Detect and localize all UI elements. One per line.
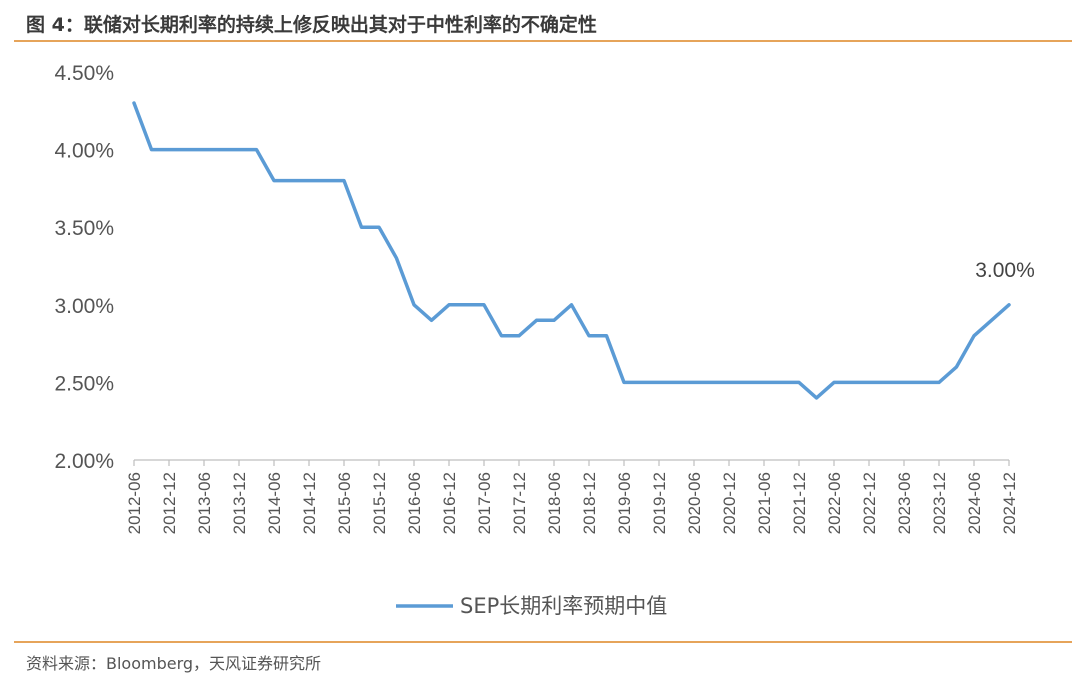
x-tick-label: 2020-12 (720, 472, 739, 534)
y-tick-label: 4.50% (54, 62, 114, 85)
x-tick-label: 2017-06 (475, 472, 494, 534)
x-tick-label: 2017-12 (510, 472, 529, 534)
x-tick-label: 2015-12 (370, 472, 389, 534)
x-tick-label: 2012-12 (160, 472, 179, 534)
y-tick-label: 4.00% (54, 140, 114, 163)
figure-title: 图 4：联储对长期利率的持续上修反映出其对于中性利率的不确定性 (26, 14, 597, 36)
x-tick-label: 2014-06 (265, 472, 284, 534)
x-tick-label: 2024-12 (1000, 472, 1019, 534)
x-tick-label: 2022-06 (825, 472, 844, 534)
x-axis-ticks: 2012-06 2012-12 2013-06 2013-12 2014-06 2014-… (125, 460, 1019, 534)
x-tick-label: 2018-12 (580, 472, 599, 534)
x-tick-label: 2023-06 (895, 472, 914, 534)
y-tick-label: 2.00% (54, 450, 114, 473)
x-tick-label: 2024-06 (965, 472, 984, 534)
title-divider (14, 40, 1072, 42)
y-tick-label: 2.50% (54, 372, 114, 395)
x-tick-label: 2023-12 (930, 472, 949, 534)
x-tick-label: 2019-12 (650, 472, 669, 534)
x-tick-label: 2015-06 (335, 472, 354, 534)
legend-label: SEP长期利率预期中值 (460, 594, 667, 618)
x-tick-label: 2019-06 (615, 472, 634, 534)
x-tick-label: 2020-06 (685, 472, 704, 534)
x-tick-label: 2016-06 (405, 472, 424, 534)
line-chart: 2.00%2.50%3.00%3.50%4.00%4.50% 2012-06 20… (54, 62, 1035, 618)
legend: SEP长期利率预期中值 (396, 594, 667, 618)
x-tick-label: 2016-12 (440, 472, 459, 534)
x-tick-label: 2021-12 (790, 472, 809, 534)
x-tick-label: 2014-12 (300, 472, 319, 534)
x-tick-label: 2012-06 (125, 472, 144, 534)
x-tick-label: 2013-12 (230, 472, 249, 534)
series-line-sep (132, 101, 1011, 400)
source-note: 资料来源：Bloomberg，天风证券研究所 (26, 654, 322, 673)
footer-divider (14, 641, 1072, 643)
y-axis-ticks: 2.00% 2.50% 3.00% 3.50% 4.00% 4.50% (54, 62, 114, 473)
x-tick-label: 2021-06 (755, 472, 774, 534)
x-tick-label: 2013-06 (195, 472, 214, 534)
x-tick-label: 2022-12 (860, 472, 879, 534)
y-tick-label: 3.50% (54, 217, 114, 240)
last-value-label: 3.00% (975, 259, 1035, 282)
y-tick-label: 3.00% (54, 295, 114, 318)
x-tick-label: 2018-06 (545, 472, 564, 534)
